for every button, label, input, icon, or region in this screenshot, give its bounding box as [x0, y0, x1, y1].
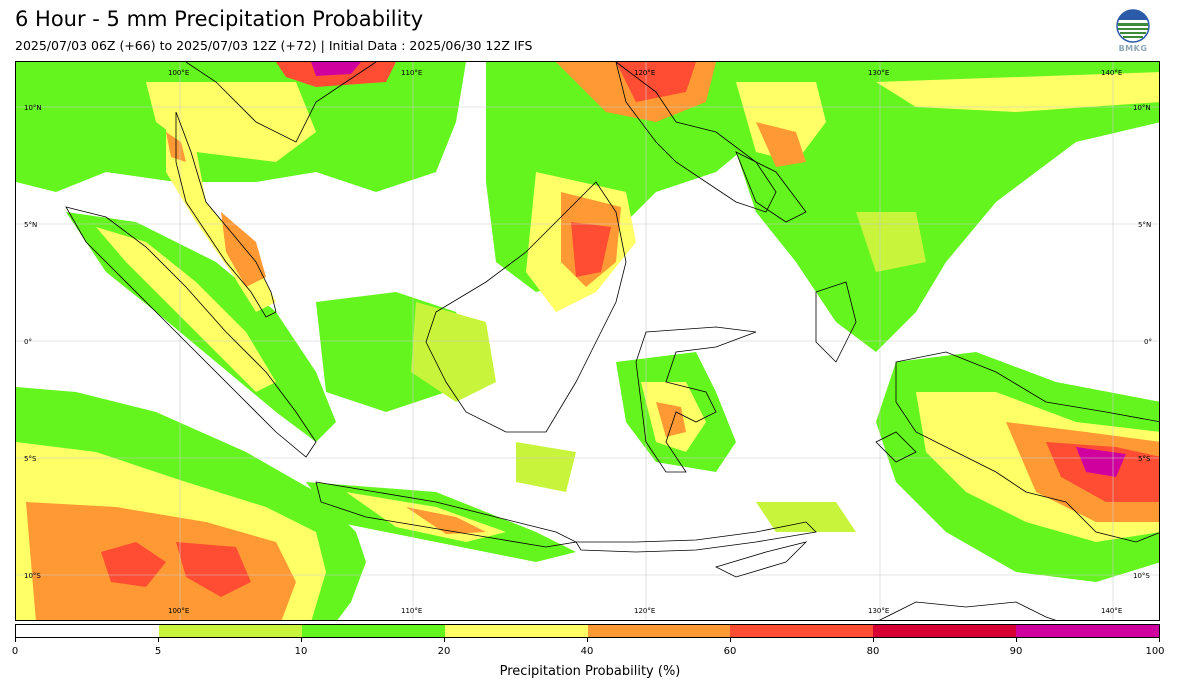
logo-text: BMKG	[1118, 44, 1148, 53]
lat-label: 0°	[1144, 338, 1152, 346]
lon-label: 130°E	[868, 69, 889, 77]
colorbar-tick	[158, 638, 159, 642]
colorbar-tick-label: 0	[11, 646, 19, 657]
colorbar-tick-label: 90	[1009, 646, 1023, 657]
lon-label: 130°E	[868, 607, 889, 615]
lon-labels-bottom: 100°E 110°E 120°E 130°E 140°E	[168, 607, 1122, 615]
precipitation-map: 100°E 110°E 120°E 130°E 140°E 100°E 110°…	[15, 61, 1160, 621]
colorbar-label: Precipitation Probability (%)	[499, 664, 681, 679]
lat-label: 5°S	[1138, 455, 1151, 463]
colorbar-segment	[158, 625, 302, 637]
graticule	[16, 62, 1159, 620]
colorbar-tick	[1159, 638, 1160, 642]
lon-label: 100°E	[168, 607, 189, 615]
lat-label: 10°N	[24, 104, 42, 112]
lat-label: 10°S	[24, 572, 41, 580]
colorbar-tick	[15, 638, 16, 642]
colorbar-tick-label: 10	[294, 646, 308, 657]
lat-label: 5°N	[1138, 221, 1151, 229]
colorbar-segment	[873, 625, 1017, 637]
colorbar-segment	[16, 625, 159, 637]
bmkg-logo-icon	[1113, 9, 1153, 57]
lon-label: 110°E	[401, 607, 422, 615]
colorbar-tick-label: 60	[723, 646, 737, 657]
coastlines	[65, 62, 1159, 620]
colorbar-tick-label: 5	[154, 646, 162, 657]
lat-label: 10°N	[1133, 104, 1151, 112]
map-svg: 100°E 110°E 120°E 130°E 140°E 100°E 110°…	[16, 62, 1159, 620]
colorbar-segment	[1016, 625, 1159, 637]
lat-label: 5°N	[24, 221, 37, 229]
lon-label: 140°E	[1101, 607, 1122, 615]
lon-label: 100°E	[168, 69, 189, 77]
colorbar	[15, 624, 1160, 638]
colorbar-tick	[873, 638, 874, 642]
lon-label: 120°E	[634, 69, 655, 77]
page-subtitle: 2025/07/03 06Z (+66) to 2025/07/03 12Z (…	[15, 38, 533, 53]
lat-label: 5°S	[24, 455, 37, 463]
lon-label: 140°E	[1101, 69, 1122, 77]
colorbar-tick-label: 80	[866, 646, 880, 657]
colorbar-segment	[301, 625, 445, 637]
lat-labels-right: 10°N 5°N 0° 5°S 10°S	[1133, 104, 1152, 580]
colorbar-tick-label: 20	[437, 646, 451, 657]
lat-label: 10°S	[1133, 572, 1150, 580]
colorbar-tick	[730, 638, 731, 642]
colorbar-tick-label: 40	[580, 646, 594, 657]
lon-label: 120°E	[634, 607, 655, 615]
lat-labels-left: 10°N 5°N 0° 5°S 10°S	[24, 104, 42, 580]
lon-labels-top: 100°E 110°E 120°E 130°E 140°E	[168, 69, 1122, 77]
page-title: 6 Hour - 5 mm Precipitation Probability	[15, 7, 424, 31]
colorbar-tick-label: 100	[1145, 646, 1165, 657]
colorbar-segment	[444, 625, 588, 637]
colorbar-tick	[444, 638, 445, 642]
colorbar-tick	[587, 638, 588, 642]
lat-label: 0°	[24, 338, 32, 346]
colorbar-segment	[730, 625, 874, 637]
colorbar-tick	[301, 638, 302, 642]
probability-fields	[16, 62, 1159, 620]
colorbar-tick	[1016, 638, 1017, 642]
colorbar-segment	[587, 625, 731, 637]
lon-label: 110°E	[401, 69, 422, 77]
